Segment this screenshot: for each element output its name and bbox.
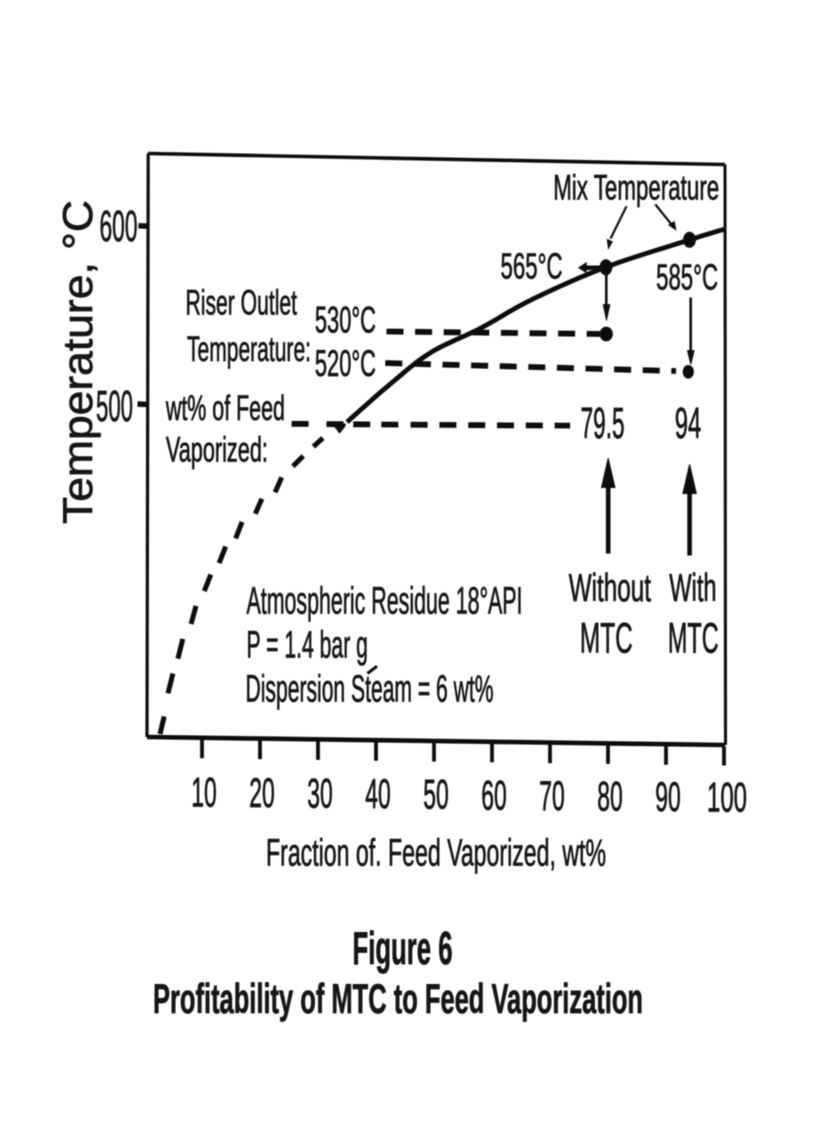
svg-text:Dispersion Steam = 6 wt%: Dispersion Steam = 6 wt% (246, 669, 494, 711)
svg-text:P = 1.4 bar g: P = 1.4 bar g (247, 625, 368, 667)
svg-text:With: With (669, 567, 716, 610)
svg-text:565°C: 565°C (501, 246, 563, 287)
svg-text:90: 90 (655, 773, 681, 820)
svg-text:Riser Outlet: Riser Outlet (186, 284, 298, 323)
svg-text:50: 50 (423, 771, 449, 818)
svg-text:Atmospheric Residue 18°API: Atmospheric Residue 18°API (247, 581, 523, 623)
svg-text:520°C: 520°C (315, 343, 376, 384)
svg-text:80: 80 (597, 772, 623, 819)
svg-text:Profitability of MTC to Feed V: Profitability of MTC to Feed Vaporizatio… (153, 975, 643, 1022)
svg-text:60: 60 (481, 771, 507, 818)
svg-text:wt% of Feed: wt% of Feed (165, 389, 285, 428)
svg-text:500: 500 (96, 382, 133, 431)
svg-text:Mix Temperature: Mix Temperature (553, 169, 719, 208)
svg-text:20: 20 (249, 769, 275, 816)
svg-text:94: 94 (675, 399, 702, 448)
svg-text:79.5: 79.5 (581, 399, 625, 448)
svg-text:70: 70 (539, 772, 565, 819)
svg-text:MTC: MTC (668, 615, 719, 663)
svg-text:40: 40 (365, 770, 391, 817)
svg-text:600: 600 (100, 202, 138, 251)
svg-text:Figure 6: Figure 6 (353, 922, 453, 974)
svg-text:100: 100 (707, 774, 747, 821)
svg-text:Temperature:: Temperature: (187, 330, 311, 369)
svg-text:Without: Without (569, 567, 651, 610)
svg-text:10: 10 (191, 769, 217, 816)
svg-text:MTC: MTC (580, 615, 633, 663)
svg-text:Temperature, °C: Temperature, °C (54, 200, 101, 524)
svg-text:585°C: 585°C (656, 257, 718, 298)
svg-text:Fraction of. Feed Vaporized, w: Fraction of. Feed Vaporized, wt% (266, 833, 606, 875)
svg-text:Vaporized:: Vaporized: (166, 431, 268, 470)
svg-text:530°C: 530°C (315, 300, 376, 341)
svg-text:30: 30 (307, 770, 333, 817)
